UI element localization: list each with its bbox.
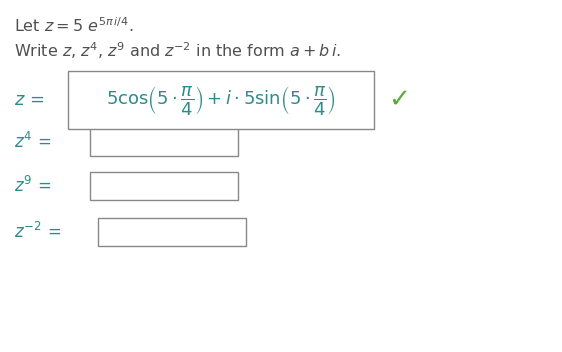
FancyBboxPatch shape [90, 172, 238, 200]
Text: $z^{9}\,{=}$: $z^{9}\,{=}$ [14, 176, 52, 196]
Text: $5\cos\!\left(5\cdot\dfrac{\pi}{4}\right)+i\cdot5\sin\!\left(5\cdot\dfrac{\pi}{4: $5\cos\!\left(5\cdot\dfrac{\pi}{4}\right… [106, 83, 336, 117]
Text: Let $z = 5\ e^{5\pi\, i/4}$.: Let $z = 5\ e^{5\pi\, i/4}$. [14, 16, 134, 35]
Text: $z\,{=}$: $z\,{=}$ [14, 91, 45, 109]
Text: ✓: ✓ [388, 87, 410, 113]
Text: $z^{-2}\,{=}$: $z^{-2}\,{=}$ [14, 222, 61, 242]
Text: $z^{4}\,{=}$: $z^{4}\,{=}$ [14, 132, 52, 152]
Text: Write $z$, $z^{4}$, $z^{9}$ and $z^{-2}$ in the form $a + b\,i$.: Write $z$, $z^{4}$, $z^{9}$ and $z^{-2}$… [14, 40, 341, 61]
FancyBboxPatch shape [68, 71, 374, 129]
FancyBboxPatch shape [90, 128, 238, 156]
FancyBboxPatch shape [98, 218, 246, 246]
